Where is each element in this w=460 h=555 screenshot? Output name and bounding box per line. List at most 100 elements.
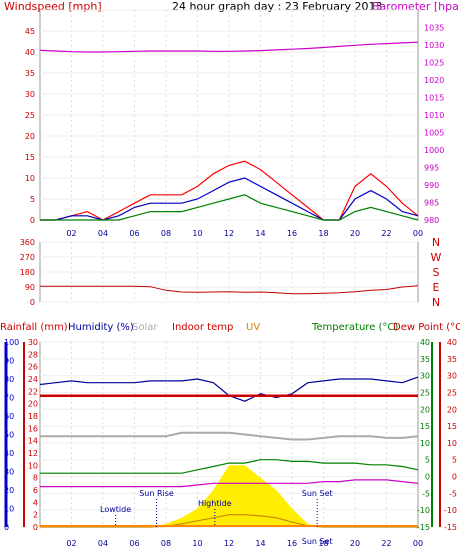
- y-tick-label: 30: [4, 468, 14, 477]
- legend-label: Humidity (%): [68, 322, 134, 333]
- barometer-label: Barometer [hpa]: [372, 0, 460, 13]
- annotation-label: Lowtide: [100, 505, 131, 514]
- y-tick-label: 25: [447, 388, 457, 397]
- legend-label: UV: [246, 322, 260, 333]
- y-tick-label: 90: [4, 357, 14, 366]
- x-tick-label: 08: [161, 539, 171, 548]
- y-tick-label: 26: [28, 363, 38, 372]
- conditions-legend: Rainfall (mm) Humidity (%)Solar Indoor tem…: [0, 322, 460, 333]
- y-tick-label: 0: [30, 298, 35, 307]
- y-tick-label: 25: [420, 388, 430, 397]
- y-tick-label: 1030: [424, 41, 444, 50]
- y-tick-label: 995: [424, 164, 439, 173]
- x-tick-label: 04: [98, 539, 108, 548]
- y-tick-label: 5: [425, 456, 430, 465]
- y-tick-label: 35: [25, 69, 35, 78]
- y-tick-label: -10: [417, 506, 430, 515]
- conditions-axes: 0102030405060708090100024681012141618202…: [4, 338, 457, 532]
- x-tick-label: 22: [381, 229, 391, 238]
- y-tick-label: 990: [424, 181, 439, 190]
- annotation-label: Sun Set: [302, 489, 333, 498]
- conditions-series: [39, 376, 419, 528]
- x-tick-label: 14: [255, 229, 265, 238]
- y-tick-label: 15: [447, 422, 457, 431]
- y-tick-label: 5: [30, 195, 35, 204]
- y-tick-label: 15: [25, 153, 35, 162]
- y-tick-label: -10: [444, 506, 457, 515]
- y-tick-label: -15: [444, 523, 457, 532]
- y-tick-label: 35: [447, 355, 457, 364]
- legend-label: Solar: [132, 322, 158, 333]
- x-tick-label: 14: [255, 539, 265, 548]
- y-tick-label: 1035: [424, 24, 444, 33]
- y-tick-label: 35: [420, 355, 430, 364]
- y-tick-label: 15: [420, 422, 430, 431]
- direction-line: [40, 285, 419, 295]
- legend-label: Rainfall (mm): [0, 322, 68, 333]
- y-tick-label: 45: [25, 27, 35, 36]
- y-tick-label: 1015: [424, 94, 444, 103]
- x-tick-label: 18: [318, 229, 328, 238]
- y-tick-label: 10: [420, 439, 430, 448]
- y-tick-label: -5: [449, 489, 457, 498]
- conditions-time-axis: 02 04 06 08 10 12 14 16 18 20 22 00: [66, 539, 423, 548]
- y-tick-label: -15: [417, 523, 430, 532]
- y-tick-label: 100: [4, 338, 19, 347]
- y-tick-label: 980: [424, 216, 439, 225]
- y-tick-label: 0: [452, 473, 457, 482]
- y-tick-label: 10: [4, 505, 14, 514]
- x-tick-label: 06: [129, 229, 139, 238]
- x-tick-label: 10: [192, 229, 202, 238]
- y-tick-label: 12: [28, 449, 38, 458]
- y-tick-label: 40: [447, 338, 457, 347]
- compass-label: W: [431, 251, 442, 264]
- y-tick-label: 985: [424, 199, 439, 208]
- direction-series: [40, 285, 419, 295]
- y-tick-label: 20: [447, 405, 457, 414]
- y-tick-label: 25: [25, 111, 35, 120]
- y-tick-label: 22: [28, 387, 38, 396]
- y-tick-label: 0: [425, 473, 430, 482]
- y-tick-label: 1005: [424, 129, 444, 138]
- x-tick-label: 08: [161, 229, 171, 238]
- y-tick-label: 30: [25, 90, 35, 99]
- y-tick-label: 40: [25, 48, 35, 57]
- y-tick-label: -5: [422, 489, 430, 498]
- compass-label: N: [432, 296, 440, 309]
- y-tick-label: 10: [447, 439, 457, 448]
- compass-label: E: [433, 281, 440, 294]
- y-tick-label: 10: [25, 174, 35, 183]
- compass-label: N: [432, 236, 440, 249]
- y-tick-label: 8: [33, 474, 38, 483]
- temperature-line: [40, 459, 419, 474]
- windspeed-low-line: [40, 194, 419, 221]
- y-tick-label: 0: [4, 523, 9, 532]
- barometer-axis: 980 985 990 995 1000 1005 1010 1015 1020 1025 1030…: [424, 24, 444, 226]
- y-tick-label: 18: [28, 412, 38, 421]
- wind-grid: [40, 9, 418, 221]
- y-tick-label: 16: [28, 424, 38, 433]
- y-tick-label: 360: [20, 238, 35, 247]
- dewpoint-line: [40, 479, 419, 488]
- solar-fill: [40, 465, 418, 527]
- x-tick-label: 22: [381, 539, 391, 548]
- y-tick-label: 40: [4, 449, 14, 458]
- y-tick-label: 1000: [424, 146, 444, 155]
- annotation-label: Hightide: [198, 499, 232, 508]
- x-tick-label: 06: [129, 539, 139, 548]
- solar-area: [40, 465, 418, 527]
- y-tick-label: 30: [447, 372, 457, 381]
- y-tick-label: 270: [20, 253, 35, 262]
- x-tick-label: 20: [350, 539, 360, 548]
- barometer-line: [39, 41, 419, 53]
- legend-label: Indoor temp: [172, 322, 233, 333]
- x-tick-label: 10: [192, 539, 202, 548]
- compass-label: S: [433, 266, 440, 279]
- y-tick-label: 1010: [424, 111, 444, 120]
- y-tick-label: 70: [4, 394, 14, 403]
- y-tick-label: 20: [420, 405, 430, 414]
- y-tick-label: 80: [4, 375, 14, 384]
- x-tick-label: 16: [287, 229, 297, 238]
- y-tick-label: 40: [420, 338, 430, 347]
